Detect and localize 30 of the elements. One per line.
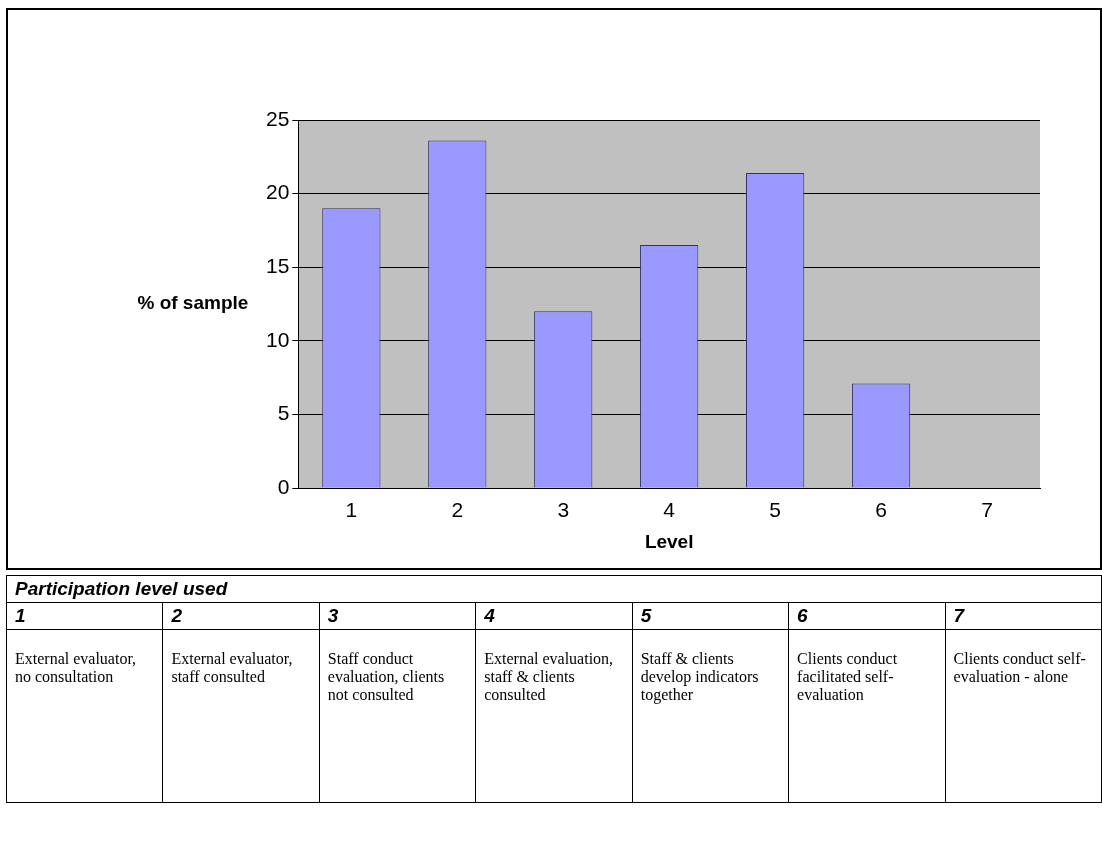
y-axis-title: % of sample (137, 292, 249, 314)
y-tick-label: 5 (277, 401, 290, 425)
category-label: 3 (327, 605, 339, 626)
y-tick-label: 15 (266, 254, 290, 277)
x-tick-label: 4 (663, 498, 676, 522)
x-tick-label: 2 (451, 498, 464, 522)
x-tick-label: 3 (557, 498, 570, 522)
text: Staff conduct evaluation, clients not consulted (319, 629, 476, 803)
category-label: 4 (484, 605, 495, 626)
x-tick-label: 1 (345, 498, 358, 522)
category-label: 2 (171, 605, 182, 626)
x-tick-label: 7 (981, 498, 993, 522)
text: Participation level used (6, 575, 1102, 603)
y-tick-label: 10 (266, 327, 290, 351)
text: External evaluator, no consultation (6, 629, 163, 803)
x-tick-label: 6 (875, 498, 887, 522)
y-tick-label: 0 (277, 474, 290, 498)
x-tick-label: 5 (769, 498, 781, 522)
text: Clients conduct facilitated self-evaluation (788, 629, 946, 803)
text: External evaluator, staff consulted (162, 629, 320, 803)
category-label: 1 (15, 605, 26, 626)
y-tick-label: 25 (266, 106, 290, 130)
text: Clients conduct self-evaluation - alone (945, 629, 1102, 803)
category-label: 7 (953, 605, 965, 626)
text: Staff & clients develop indicators together (632, 629, 789, 803)
y-tick-label: 20 (266, 180, 290, 204)
category-label: 6 (797, 605, 808, 626)
category-label: 5 (640, 605, 652, 626)
x-axis-title: Level (644, 530, 694, 552)
text: External evaluation, staff & clients consulted (475, 629, 633, 803)
